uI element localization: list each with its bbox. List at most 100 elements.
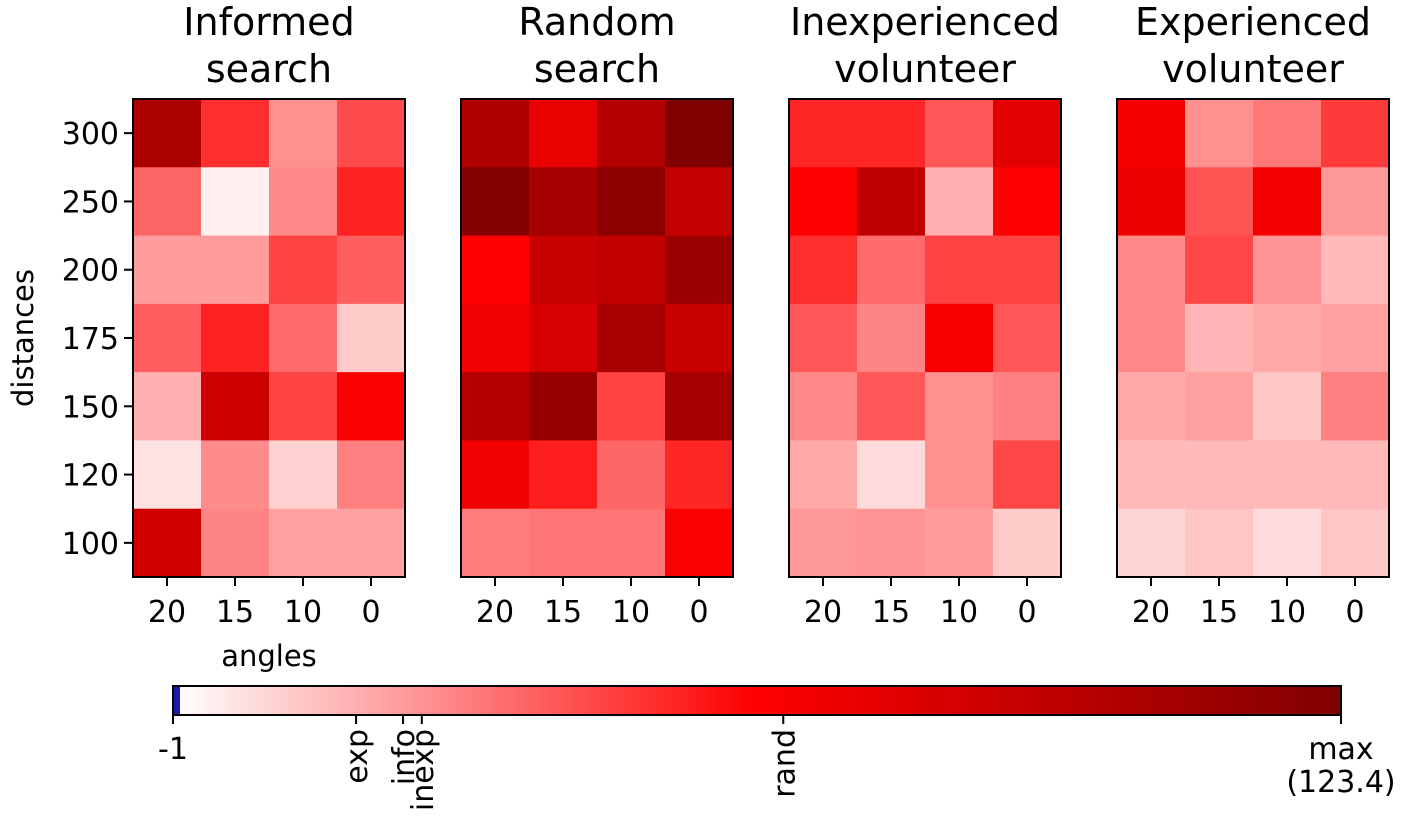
heatmap-cell xyxy=(1185,167,1254,237)
colorbar-marker-label: rand xyxy=(767,729,802,798)
heatmap-cell xyxy=(529,303,598,373)
heatmap-cell xyxy=(461,235,530,305)
heatmap-cell xyxy=(665,508,734,578)
heatmap-cell xyxy=(665,372,734,442)
heatmap-cell xyxy=(1117,167,1186,237)
heatmap-cell xyxy=(201,508,270,578)
heatmap-cell xyxy=(857,235,926,305)
heatmap-cell xyxy=(993,235,1062,305)
heatmap-cell xyxy=(789,99,858,168)
heatmap-cell xyxy=(201,167,270,237)
heatmap-cell xyxy=(269,440,338,510)
heatmap-cell xyxy=(925,235,994,305)
heatmap-cell xyxy=(1321,235,1390,305)
x-tick-label: 10 xyxy=(940,595,978,630)
heatmap-cell xyxy=(337,167,406,237)
y-tick-label: 100 xyxy=(62,527,119,562)
x-tick-label: 0 xyxy=(689,595,708,630)
heatmap-cell xyxy=(337,235,406,305)
heatmap-cell xyxy=(665,235,734,305)
heatmap-cell xyxy=(133,235,202,305)
heatmap-cell xyxy=(597,440,666,510)
heatmap-cell xyxy=(337,508,406,578)
heatmap-cell xyxy=(597,235,666,305)
heatmap-cell xyxy=(665,303,734,373)
x-tick-label: 0 xyxy=(361,595,380,630)
colorbar-max-label: (123.4) xyxy=(1286,765,1395,800)
heatmap-cell xyxy=(1253,167,1322,237)
heatmap-cell xyxy=(269,167,338,237)
heatmap-cell xyxy=(529,99,598,168)
heatmap-cell xyxy=(789,167,858,237)
heatmap-cell xyxy=(337,440,406,510)
heatmap-cell xyxy=(1117,235,1186,305)
heatmap-cell xyxy=(665,167,734,237)
heatmap-cell xyxy=(133,99,202,168)
heatmap-cell xyxy=(857,167,926,237)
x-tick-label: 15 xyxy=(1200,595,1238,630)
heatmap-cell xyxy=(1321,303,1390,373)
heatmap-cell xyxy=(665,440,734,510)
colorbar-max-label: max xyxy=(1308,732,1373,767)
heatmap-cell xyxy=(461,440,530,510)
heatmap-cell xyxy=(597,372,666,442)
heatmap-cell xyxy=(789,508,858,578)
heatmap-cell xyxy=(269,303,338,373)
panel-frame xyxy=(1116,98,1390,578)
y-tick-label: 200 xyxy=(62,254,119,289)
panel-title: search xyxy=(534,47,660,91)
x-tick-label: 20 xyxy=(1132,595,1170,630)
heatmap-cell xyxy=(993,303,1062,373)
x-tick-label: 15 xyxy=(872,595,910,630)
heatmap-cell xyxy=(597,167,666,237)
heatmap-cell xyxy=(461,99,530,168)
y-axis-label: distances xyxy=(6,269,40,407)
heatmap-cell xyxy=(461,508,530,578)
heatmap-cell xyxy=(925,303,994,373)
panel-title: volunteer xyxy=(834,47,1016,91)
heatmap-cell xyxy=(529,440,598,510)
x-tick-label: 10 xyxy=(1268,595,1306,630)
heatmap-cell xyxy=(789,303,858,373)
panel-title: Informed xyxy=(183,0,354,44)
heatmap-cell xyxy=(789,235,858,305)
heatmap-cell xyxy=(789,372,858,442)
panel-frame xyxy=(460,98,734,578)
x-tick-label: 20 xyxy=(804,595,842,630)
x-tick-label: 20 xyxy=(148,595,186,630)
heatmap-cell xyxy=(857,508,926,578)
colorbar-marker-label: exp xyxy=(340,729,375,784)
colorbar-low-marker xyxy=(173,686,180,715)
heatmap-cell xyxy=(529,372,598,442)
heatmap-cell xyxy=(1321,440,1390,510)
heatmap-cell xyxy=(1117,303,1186,373)
heatmap-cell xyxy=(597,99,666,168)
colorbar-frame xyxy=(172,685,1342,716)
heatmap-cell xyxy=(529,235,598,305)
heatmap-cell xyxy=(461,167,530,237)
heatmap-cell xyxy=(201,372,270,442)
heatmap-cell xyxy=(1253,440,1322,510)
x-axis-label: angles xyxy=(221,639,317,673)
heatmap-cell xyxy=(133,167,202,237)
heatmap-cell xyxy=(925,508,994,578)
y-tick-label: 250 xyxy=(62,185,119,220)
heatmap-cell xyxy=(993,372,1062,442)
heatmap-cell xyxy=(1117,440,1186,510)
heatmap-cell xyxy=(1185,508,1254,578)
panel-title: Random xyxy=(518,0,675,44)
heatmap-cell xyxy=(133,440,202,510)
heatmap-cell xyxy=(1185,372,1254,442)
panel-title: Experienced xyxy=(1135,0,1371,44)
heatmap-cell xyxy=(665,99,734,168)
x-tick-label: 0 xyxy=(1345,595,1364,630)
heatmap-cell xyxy=(269,99,338,168)
